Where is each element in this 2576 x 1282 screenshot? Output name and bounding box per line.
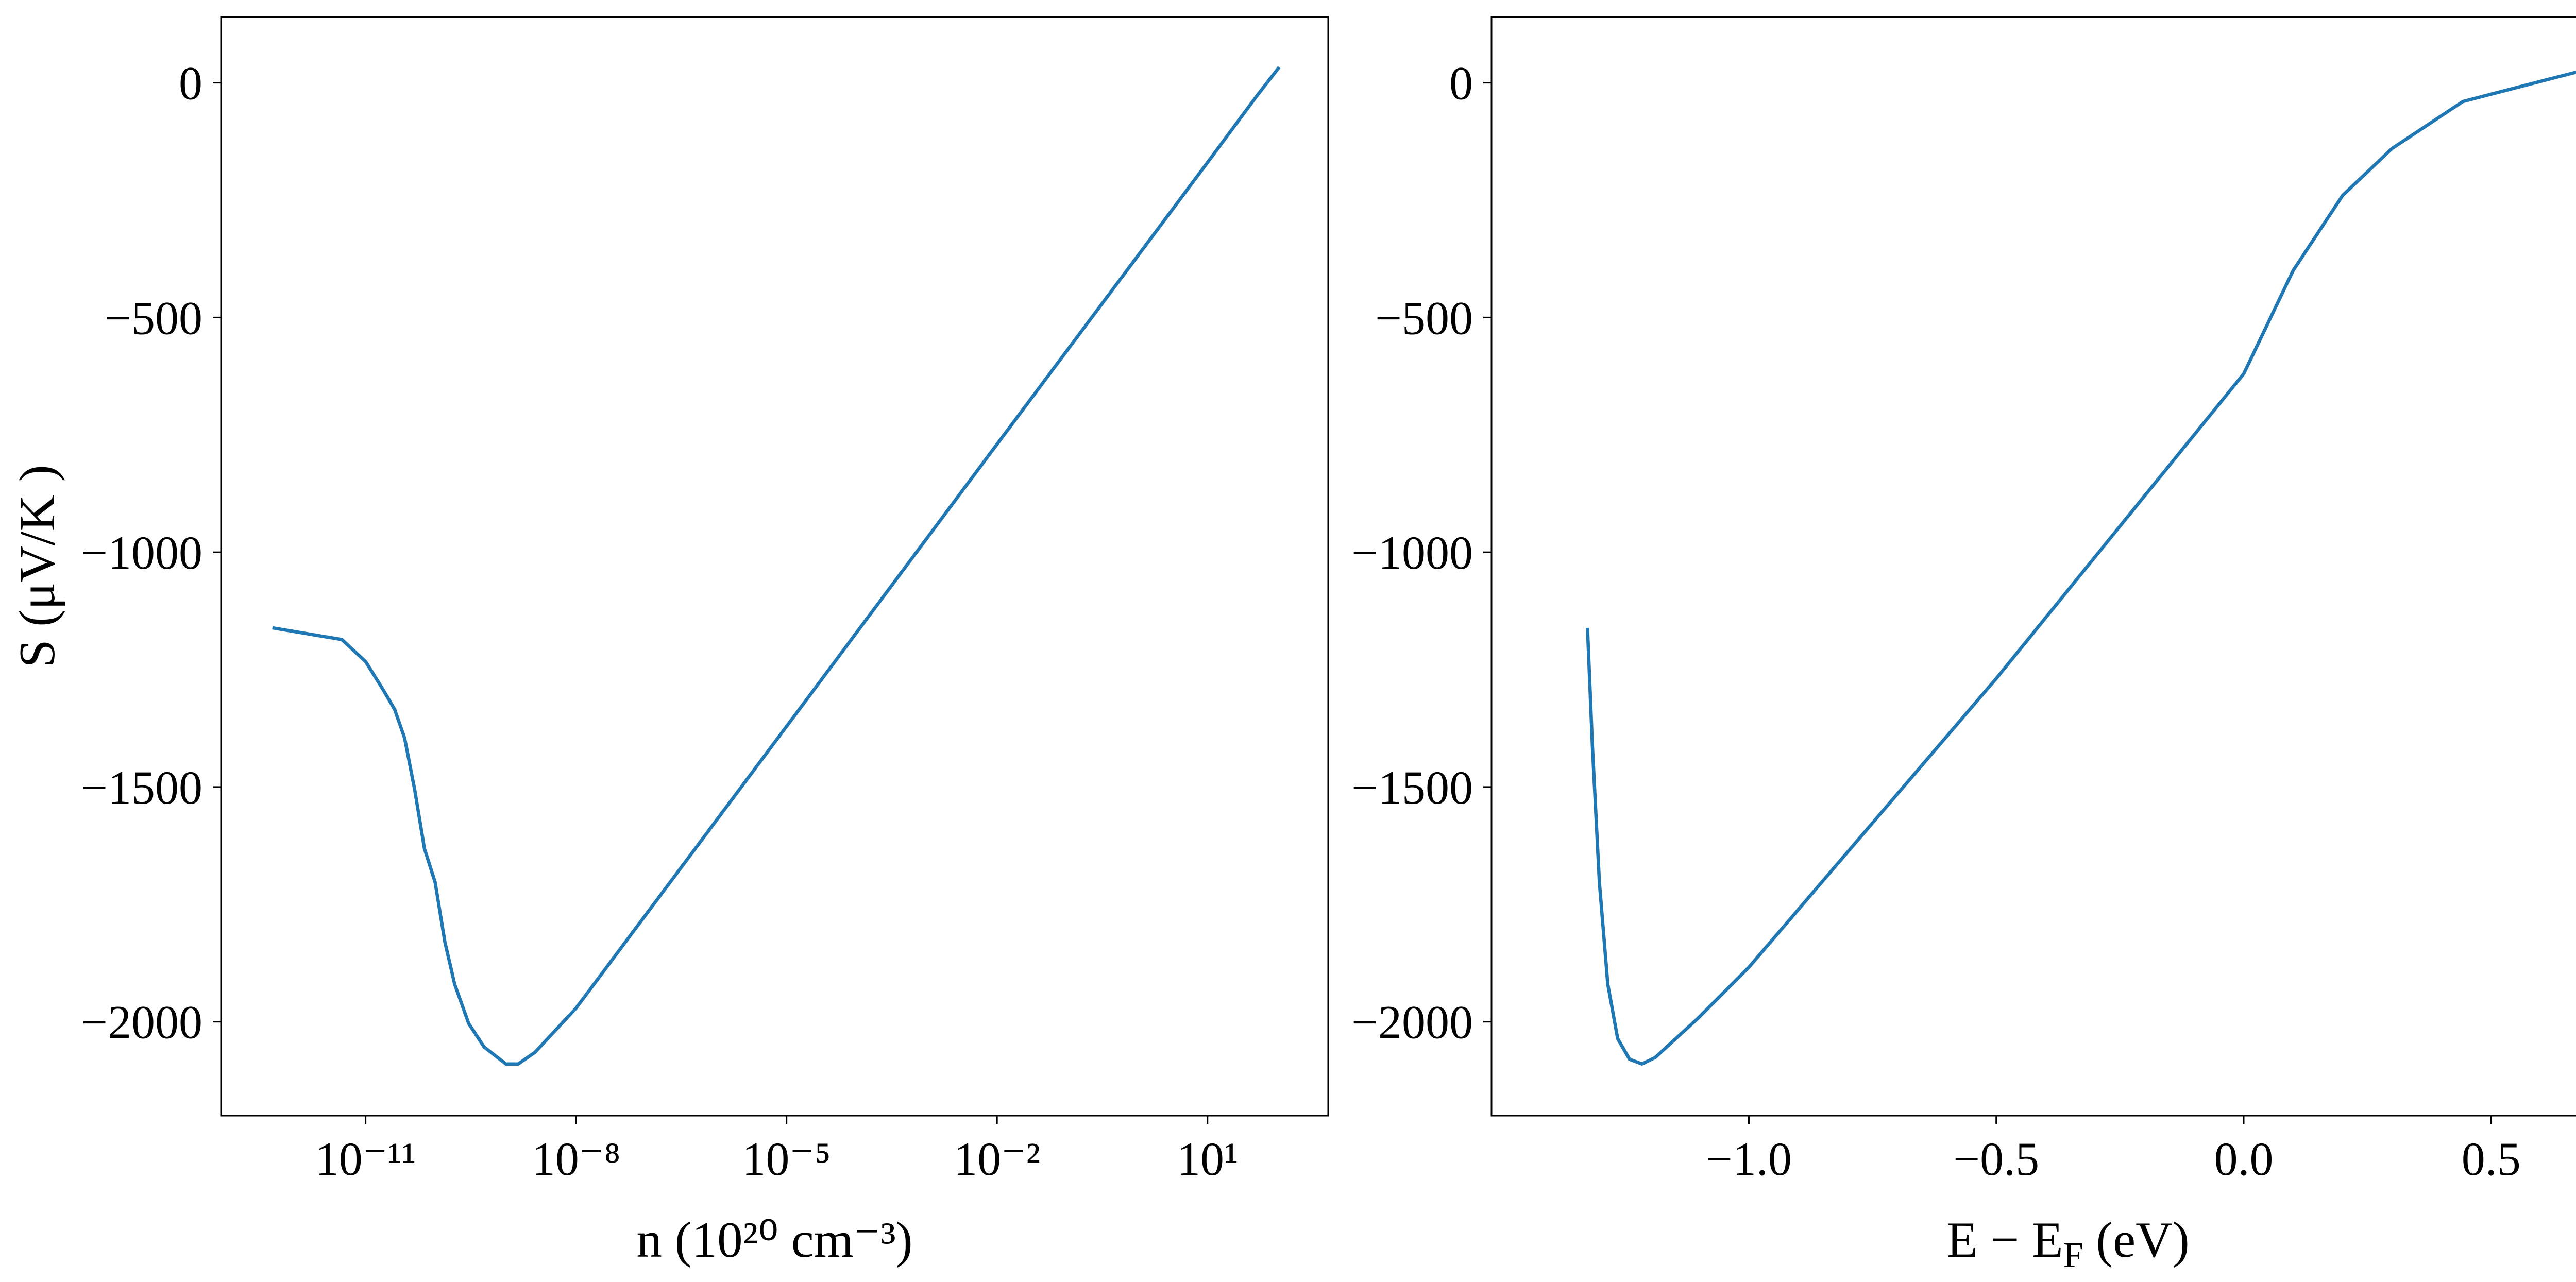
subplot: −2000 −1500 −1000 −500 0 −1.0 −0.5 0.0 0.5 E − EF…: [1351, 16, 2576, 1275]
axes-frame: [1490, 16, 2576, 1117]
y-tick-label: −2000: [1351, 996, 1473, 1049]
x-axis-label-part: (eV): [2083, 1212, 2190, 1268]
x-tick-label: −1.0: [1706, 1133, 1792, 1185]
x-axis-label-part: E − E: [1946, 1212, 2063, 1268]
subplot: −2000 −1500 −1000 −500 0 10⁻¹¹ 10⁻⁸ 10⁻⁵ 10⁻² 10¹…: [9, 16, 1329, 1268]
x-tick-label: 10⁻⁸: [532, 1133, 621, 1185]
y-tick-label: −500: [105, 292, 202, 344]
y-tick-label: 0: [1449, 57, 1473, 110]
line-series: [272, 66, 1281, 1066]
x-axis-label-part: n (10²⁰ cm⁻³): [636, 1212, 912, 1268]
x-tick-label: 0.0: [2214, 1133, 2273, 1185]
axes-frame: [220, 16, 1329, 1117]
y-tick-label: 0: [179, 57, 202, 110]
line-series: [1586, 70, 2576, 1066]
y-tick-label: −1500: [81, 761, 202, 814]
x-tick-label: 10⁻¹¹: [315, 1133, 416, 1185]
y-tick-label: −500: [1375, 292, 1473, 344]
y-axis-label: S (μV/K ): [9, 465, 65, 668]
x-tick-label: 0.5: [2462, 1133, 2521, 1185]
x-axis-label-part: F: [2063, 1236, 2083, 1275]
y-tick-label: −2000: [81, 996, 202, 1049]
y-tick-label: −1500: [1351, 761, 1473, 814]
x-tick-label: 10⁻⁵: [742, 1133, 831, 1185]
x-tick-label: 10⁻²: [954, 1133, 1040, 1185]
x-axis-label: E − EF (eV): [1946, 1212, 2189, 1275]
x-tick-label: 10¹: [1177, 1133, 1239, 1185]
y-tick-label: −1000: [81, 526, 202, 579]
x-tick-label: −0.5: [1953, 1133, 2039, 1185]
y-tick-label: −1000: [1351, 526, 1473, 579]
x-axis-label: n (10²⁰ cm⁻³): [636, 1212, 912, 1268]
